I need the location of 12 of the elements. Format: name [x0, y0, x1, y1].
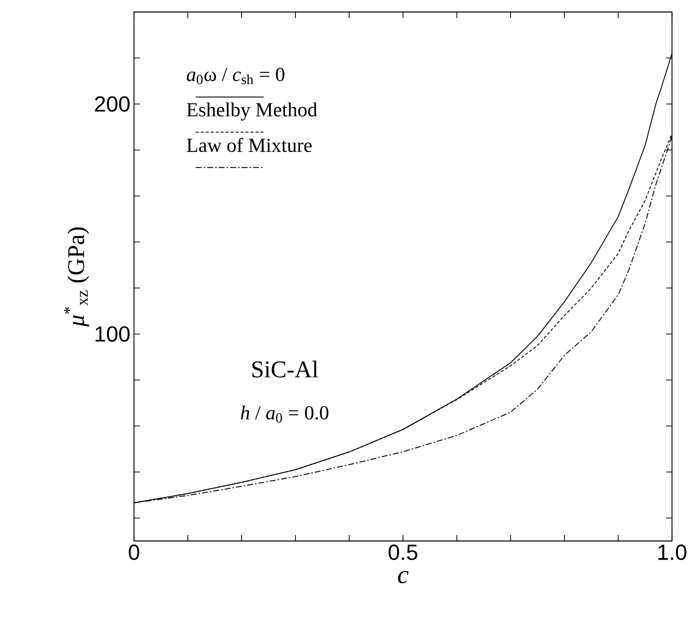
annotation: h / a$_{0}$ = 0.0	[240, 406, 328, 423]
legend-label: a$_{0}$ω / c$_{sh}$ = 0	[186, 68, 284, 84]
x-tick-label: 0.5	[388, 544, 418, 560]
x-tick-label: 0	[128, 544, 140, 560]
x-axis-title: c	[398, 570, 408, 584]
y-axis-title: μ$^{*}$$_{xz}$ (GPa)	[64, 227, 90, 327]
legend-label: Law of Mixture	[186, 138, 312, 152]
x-tick-label: 1.0	[658, 544, 686, 560]
y-tick-label: 200	[95, 96, 130, 112]
annotation: SiC-Al	[252, 360, 318, 378]
legend-label: Eshelby Method	[186, 102, 318, 121]
y-tick-label: 100	[96, 326, 130, 342]
